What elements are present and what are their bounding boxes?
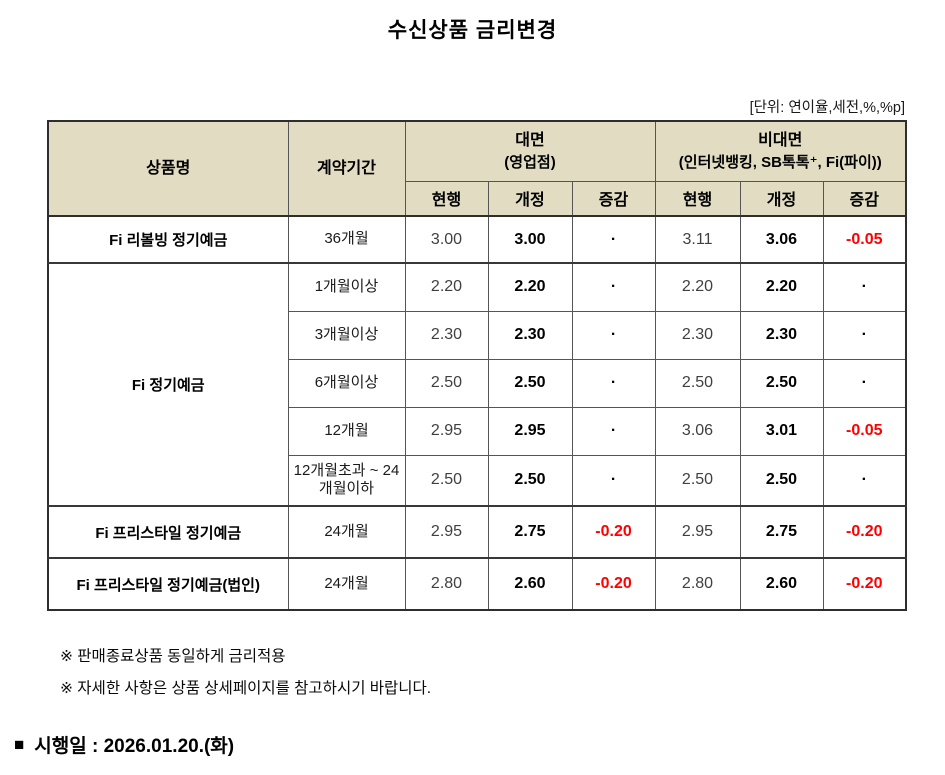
nonface-current-cell: 2.50: [654, 454, 741, 507]
face-current-cell: 2.95: [404, 406, 489, 456]
face-change-cell: -0.20: [571, 557, 656, 611]
term-cell: 12개월: [287, 406, 406, 456]
rate-change-table: 상품명 계약기간 대면 (영업점) 비대면 (인터넷뱅킹, SB톡톡⁺, Fi(…: [47, 120, 908, 611]
term-cell: 24개월: [287, 557, 406, 611]
product-name: Fi 리볼빙 정기예금: [47, 215, 289, 264]
nonface-current-cell: 2.80: [654, 557, 741, 611]
nonface-revised-cell: 2.75: [739, 505, 824, 559]
term-cell: 3개월이상: [287, 310, 406, 360]
face-current-cell: 2.50: [404, 358, 489, 408]
nonface-current-cell: 2.30: [654, 310, 741, 360]
header-face-current: 현행: [404, 180, 489, 217]
term-cell: 36개월: [287, 215, 406, 264]
footnotes: ※ 판매종료상품 동일하게 금리적용 ※ 자세한 사항은 상품 상세페이지를 참…: [47, 641, 905, 705]
face-current-cell: 2.95: [404, 505, 489, 559]
nonface-change-cell: -0.05: [822, 406, 907, 456]
header-face-to-face: 대면 (영업점): [404, 120, 656, 182]
product-name: Fi 프리스타일 정기예금: [47, 505, 289, 559]
face-revised-cell: 2.75: [487, 505, 573, 559]
face-change-cell: ·: [571, 262, 656, 312]
face-revised-cell: 2.30: [487, 310, 573, 360]
nonface-revised-cell: 2.30: [739, 310, 824, 360]
unit-label: [단위: 연이율,세전,%,%p]: [749, 100, 905, 116]
face-revised-cell: 2.50: [487, 454, 573, 507]
nonface-current-cell: 3.06: [654, 406, 741, 456]
face-revised-cell: 2.20: [487, 262, 573, 312]
nonface-group-title: 비대면: [758, 131, 803, 149]
nonface-change-cell: -0.20: [822, 505, 907, 559]
table-row: 12개월 2.95 2.95 · 3.06 3.01 -0.05: [48, 406, 907, 456]
table-row: 12개월초과 ~ 24개월이하 2.50 2.50 · 2.50 2.50 ·: [48, 454, 907, 507]
nonface-change-cell: ·: [822, 358, 907, 408]
term-cell: 1개월이상: [287, 262, 406, 312]
term-cell: 12개월초과 ~ 24개월이하: [287, 454, 406, 507]
header-nonface-change: 증감: [822, 180, 907, 217]
face-revised-cell: 2.60: [487, 557, 573, 611]
face-change-cell: ·: [571, 310, 656, 360]
nonface-revised-cell: 2.50: [739, 358, 824, 408]
face-revised-cell: 2.95: [487, 406, 573, 456]
face-change-cell: ·: [571, 358, 656, 408]
footnote-line: ※ 판매종료상품 동일하게 금리적용: [60, 648, 286, 665]
nonface-change-cell: ·: [822, 262, 907, 312]
footnote-line: ※ 자세한 사항은 상품 상세페이지를 참고하시기 바랍니다.: [60, 679, 432, 697]
product-name: Fi 프리스타일 정기예금(법인): [47, 557, 289, 611]
face-group-title: 대면: [515, 131, 545, 149]
nonface-group-subtitle: (인터넷뱅킹, SB톡톡⁺, Fi(파이)): [678, 153, 882, 171]
face-change-cell: -0.20: [571, 505, 656, 559]
square-bullet-icon: ■: [14, 735, 25, 754]
effective-date: ■ 시행일 : 2026.01.20.(화): [14, 731, 234, 758]
nonface-change-cell: ·: [822, 310, 907, 360]
nonface-current-cell: 2.95: [654, 505, 741, 559]
face-revised-cell: 2.50: [487, 358, 573, 408]
face-change-cell: ·: [571, 406, 656, 456]
table-row: Fi 프리스타일 정기예금 24개월 2.95 2.75 -0.20 2.95 …: [47, 505, 907, 559]
face-current-cell: 2.30: [404, 310, 489, 360]
notice-body: [단위: 연이율,세전,%,%p] 상품명 계약기간 대면 (영업점) 비대면 …: [47, 96, 908, 705]
nonface-current-cell: 2.20: [654, 262, 741, 312]
nonface-revised-cell: 2.60: [739, 557, 824, 611]
face-current-cell: 3.00: [404, 215, 489, 264]
face-current-cell: 2.80: [404, 557, 489, 611]
nonface-current-cell: 3.11: [654, 215, 741, 264]
table-row: Fi 리볼빙 정기예금 36개월 3.00 3.00 · 3.11 3.06 -…: [47, 215, 907, 264]
face-current-cell: 2.50: [404, 454, 489, 507]
nonface-revised-cell: 3.01: [739, 406, 824, 456]
face-group-subtitle: (영업점): [504, 153, 556, 171]
header-face-revised: 개정: [487, 180, 573, 217]
header-product-name: 상품명: [47, 120, 289, 217]
nonface-revised-cell: 3.06: [739, 215, 824, 264]
table-row: 6개월이상 2.50 2.50 · 2.50 2.50 ·: [48, 358, 907, 408]
term-cell: 24개월: [287, 505, 406, 559]
face-change-cell: ·: [571, 454, 656, 507]
table-row: Fi 정기예금 1개월이상 2.20 2.20 · 2.20 2.20 ·: [47, 262, 907, 507]
nonface-current-cell: 2.50: [654, 358, 741, 408]
header-nonface-revised: 개정: [739, 180, 824, 217]
header-nonface-current: 현행: [654, 180, 741, 217]
effective-date-text: 시행일 : 2026.01.20.(화): [34, 736, 235, 757]
header-contract-term: 계약기간: [287, 120, 406, 217]
face-change-cell: ·: [571, 215, 656, 264]
product-name: Fi 정기예금: [47, 262, 289, 507]
nonface-change-cell: -0.20: [822, 557, 907, 611]
header-non-face-to-face: 비대면 (인터넷뱅킹, SB톡톡⁺, Fi(파이)): [654, 120, 907, 182]
nonface-revised-cell: 2.50: [739, 454, 824, 507]
table-row: 3개월이상 2.30 2.30 · 2.30 2.30 ·: [48, 310, 907, 360]
nonface-change-cell: ·: [822, 454, 907, 507]
nonface-revised-cell: 2.20: [739, 262, 824, 312]
term-cell: 6개월이상: [287, 358, 406, 408]
page-title: 수신상품 금리변경: [387, 19, 558, 42]
nonface-change-cell: -0.05: [822, 215, 907, 264]
table-row: Fi 프리스타일 정기예금(법인) 24개월 2.80 2.60 -0.20 2…: [47, 557, 907, 611]
face-revised-cell: 3.00: [487, 215, 573, 264]
header-face-change: 증감: [571, 180, 656, 217]
face-current-cell: 2.20: [404, 262, 489, 312]
